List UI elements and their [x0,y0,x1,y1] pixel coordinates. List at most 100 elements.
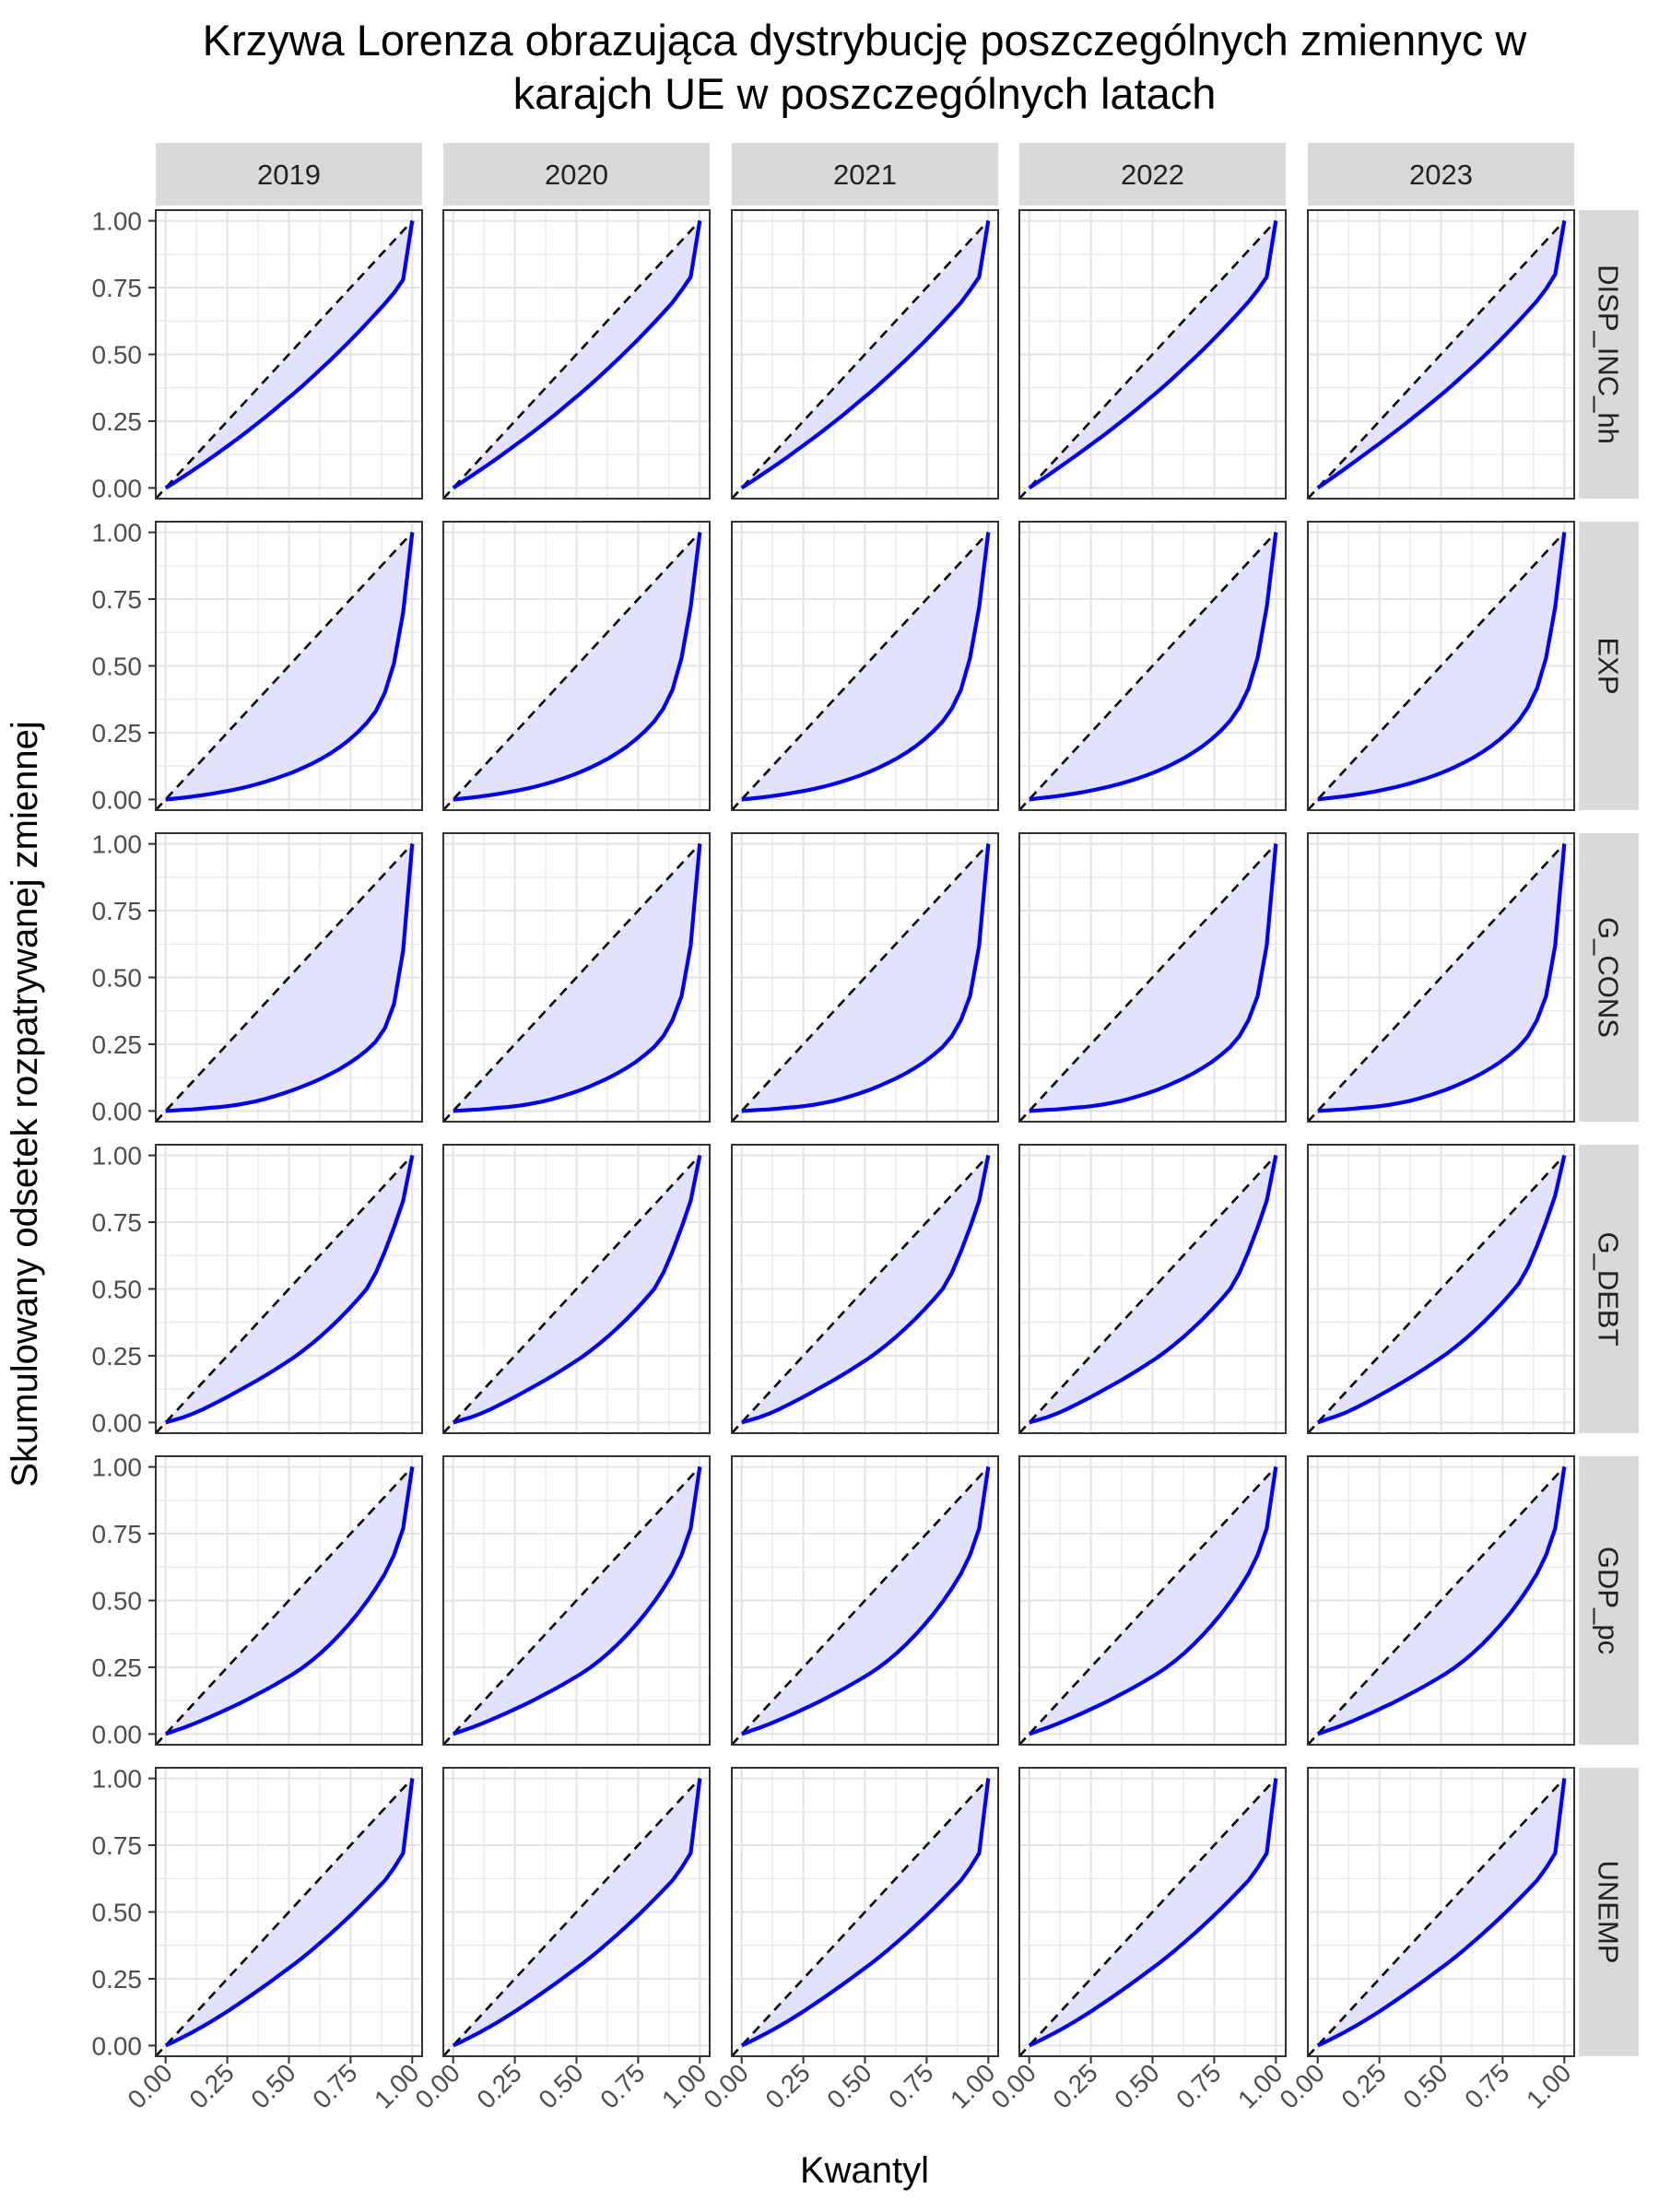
panel-border [442,832,711,1123]
y-tick-label: 0.25 [92,1030,143,1059]
row-strip-G_DEBT: G_DEBT [1579,1145,1639,1433]
equality-line-DISP_INC_hh-2023 [1307,219,1566,500]
equality-line-G_DEBT-2019 [155,1154,414,1434]
equality-line-GDP_pc-2022 [1018,1465,1277,1746]
lorenz-curve-DISP_INC_hh-2019 [164,220,415,490]
panel-UNEMP-2022 [1018,1767,1287,2057]
panel-border [1018,832,1287,1123]
y-tick-label: 0.25 [92,407,143,436]
y-tick-label: 0.50 [92,964,143,993]
y-tick-label: 1.00 [92,1765,143,1794]
y-tick-label: 0.00 [92,1720,143,1748]
x-tick-label: 0.25 [759,2058,815,2113]
panel-border [155,1455,423,1746]
x-tick-label: 0.00 [122,2058,177,2113]
equality-line-G_DEBT-2020 [442,1154,701,1434]
panel-border [1307,1144,1575,1434]
panel-border [731,209,999,500]
lorenz-curve-EXP-2020 [453,532,702,802]
panel-G_CONS-2022 [1018,832,1287,1123]
panel-G_DEBT-2022 [1018,1144,1287,1434]
x-axis-label: Kwantyl [800,2150,929,2191]
lorenz-curve-GDP_pc-2023 [1316,1466,1567,1736]
y-tick-label: 1.00 [92,519,143,547]
equality-line-GDP_pc-2020 [442,1465,701,1746]
lorenz-curve-G_DEBT-2019 [165,1155,415,1425]
x-tick-label: 0.75 [307,2058,362,2113]
y-tick-label: 1.00 [92,1453,143,1482]
lorenz-curve-EXP-2022 [1029,532,1278,802]
x-tick-label: 0.50 [1397,2058,1453,2113]
panel-GDP_pc-2019 [155,1455,423,1746]
y-tick-label: 0.75 [92,1831,143,1860]
lorenz-curve-G_CONS-2021 [741,843,991,1113]
panel-border [1307,209,1575,500]
lorenz-curve-G_CONS-2022 [1029,843,1278,1113]
panel-border [442,521,711,811]
equality-line-UNEMP-2019 [155,1777,414,2057]
panel-border [442,1144,711,1434]
lorenz-curve-EXP-2023 [1317,532,1567,802]
y-tick-label: 0.25 [92,1342,143,1371]
lorenz-curve-G_DEBT-2021 [741,1155,991,1425]
lorenz-curve-GDP_pc-2019 [165,1466,415,1736]
row-strip-DISP_INC_hh: DISP_INC_hh [1579,210,1639,499]
column-strip-label-2019: 2019 [257,159,321,191]
equality-line-G_DEBT-2023 [1307,1154,1566,1434]
x-tick-label: 0.75 [1459,2058,1514,2113]
lorenz-curve-DISP_INC_hh-2021 [740,220,991,490]
row-strip-label-EXP: EXP [1593,637,1625,694]
panel-border [731,832,999,1123]
panel-border [442,1455,711,1746]
equality-line-UNEMP-2020 [442,1777,701,2057]
y-tick-label: 0.75 [92,897,143,925]
y-tick-label: 0.50 [92,1276,143,1304]
x-tick-label: 0.00 [698,2058,753,2113]
lorenz-curve-EXP-2019 [165,532,415,802]
y-tick-label: 0.00 [92,785,143,814]
y-tick-label: 0.25 [92,719,143,747]
lorenz-curve-G_CONS-2023 [1317,843,1567,1113]
lorenz-curve-EXP-2021 [741,532,991,802]
y-tick-label: 0.00 [92,2031,143,2060]
equality-line-UNEMP-2023 [1307,1777,1566,2057]
equality-line-GDP_pc-2021 [731,1465,990,1746]
column-strip-2021: 2021 [732,143,998,206]
y-tick-label: 0.75 [92,585,143,614]
panel-border [155,209,423,500]
equality-line-G_CONS-2021 [731,842,990,1123]
row-strip-EXP: EXP [1579,522,1639,810]
y-tick-label: 0.75 [92,274,143,302]
lorenz-curve-UNEMP-2020 [452,1778,702,2048]
x-tick-label: 0.25 [1335,2058,1391,2113]
panel-border [731,1144,999,1434]
panel-border [1307,832,1575,1123]
panel-UNEMP-2020 [442,1767,711,2057]
panel-EXP-2020 [442,521,711,811]
x-tick-label: 0.00 [1274,2058,1329,2113]
column-strip-2020: 2020 [443,143,710,206]
panel-border [442,209,711,500]
equality-line-G_CONS-2022 [1018,842,1277,1123]
lorenz-curve-UNEMP-2021 [740,1778,991,2048]
column-strip-2022: 2022 [1019,143,1286,206]
equality-line-EXP-2021 [731,531,990,811]
lorenz-curve-DISP_INC_hh-2023 [1316,220,1567,490]
x-tick-label: 0.75 [1171,2058,1226,2113]
column-strip-2019: 2019 [156,143,422,206]
equality-line-GDP_pc-2019 [155,1465,414,1746]
panel-border [1307,1455,1575,1746]
y-tick-label: 0.75 [92,1208,143,1237]
x-tick-label: 0.75 [883,2058,938,2113]
equality-line-DISP_INC_hh-2021 [731,219,990,500]
panel-G_CONS-2023 [1307,832,1575,1123]
column-strip-bg-2019 [156,143,422,206]
x-tick-label: 0.75 [594,2058,650,2113]
y-tick-label: 0.25 [92,1653,143,1682]
x-tick-label: 1.00 [1232,2058,1288,2113]
row-strip-label-G_CONS: G_CONS [1593,917,1625,1038]
panel-UNEMP-2023 [1307,1767,1575,2057]
panel-G_DEBT-2023 [1307,1144,1575,1434]
row-strip-UNEMP: UNEMP [1579,1768,1639,2056]
y-tick-label: 0.25 [92,1965,143,1994]
